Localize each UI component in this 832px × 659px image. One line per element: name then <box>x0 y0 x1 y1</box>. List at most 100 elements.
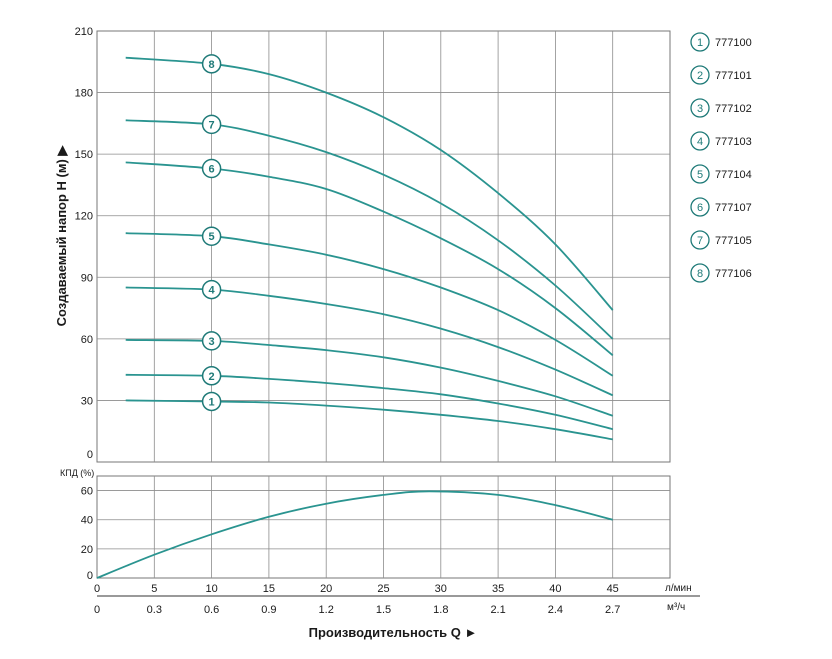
legend-item-777100: 1 777100 <box>690 32 752 52</box>
curve-badge-circle <box>201 226 222 246</box>
curve-badge-number: 7 <box>209 119 215 131</box>
curve-badge-1: 1 <box>201 391 222 412</box>
legend-badge-circle <box>690 164 710 184</box>
efficiency-curve <box>96 490 613 579</box>
head-curves <box>125 56 614 441</box>
curve-badge-circle <box>201 331 222 351</box>
x-tick-label-lpm: 0 <box>94 583 100 595</box>
efficiency-plot-grid <box>96 475 671 579</box>
legend-item-777104: 5 777104 <box>690 164 752 184</box>
x-tick-label-m3h: 0.9 <box>261 604 276 616</box>
x-tick-label-m3h: 2.1 <box>490 604 505 616</box>
curve-badge-circle <box>201 279 222 300</box>
head-curve-777105 <box>125 119 614 340</box>
head-y-tick-label: 180 <box>75 88 93 100</box>
curve-badge-number: 4 <box>209 285 216 297</box>
head-plot-grid <box>96 30 671 463</box>
curve-badge-4: 4 <box>201 279 222 300</box>
x-tick-label-m3h: 0.6 <box>204 604 219 616</box>
x-tick-label-m3h: 0.3 <box>147 604 162 616</box>
legend-badge-circle <box>690 32 710 52</box>
x-tick-label-m3h: 0 <box>94 604 100 616</box>
efficiency-y-tick-label: 0 <box>87 570 93 582</box>
curve-badge-circle <box>201 158 222 179</box>
efficiency-y-tick-label: 60 <box>81 486 93 498</box>
head-y-axis-ticks: 0 30 60 90 120 150 180 210 <box>75 26 93 461</box>
curve-badge-6: 6 <box>201 158 222 179</box>
curve-badge-number: 2 <box>209 371 215 383</box>
x-tick-label-lpm: 35 <box>492 583 504 595</box>
legend-badge-number: 7 <box>697 235 703 247</box>
curve-badge-number: 5 <box>209 231 215 243</box>
legend-label: 777101 <box>715 70 752 82</box>
curve-badge-3: 3 <box>201 331 222 351</box>
curve-badge-7: 7 <box>201 114 222 135</box>
legend-badge-circle <box>690 230 710 250</box>
x-tick-label-lpm: 45 <box>607 583 619 595</box>
head-curve-777100 <box>125 399 613 441</box>
head-y-tick-label: 120 <box>75 211 93 223</box>
unit-lpm-label: л/мин <box>665 583 692 594</box>
legend-label: 777104 <box>715 169 752 181</box>
legend-badge-number: 8 <box>697 268 703 280</box>
legend-label: 777102 <box>715 103 752 115</box>
legend-badge-circle <box>690 197 710 217</box>
x-tick-label-lpm: 5 <box>151 583 157 595</box>
curve-badge-number: 1 <box>209 396 215 408</box>
head-y-tick-label: 0 <box>87 449 93 461</box>
x-axis-title: Производительность Q ► <box>309 625 478 640</box>
legend-item-777103: 4 777103 <box>690 131 752 151</box>
legend-badge-number: 5 <box>697 169 703 181</box>
x-tick-label-m3h: 1.2 <box>319 604 334 616</box>
x-tick-label-lpm: 30 <box>435 583 447 595</box>
legend-badge-number: 6 <box>697 202 703 214</box>
curve-badge-number: 8 <box>209 59 215 71</box>
legend-item-777102: 3 777102 <box>690 98 752 118</box>
curve-badge-circle <box>201 54 222 74</box>
head-y-tick-label: 30 <box>81 395 93 407</box>
legend-badge-circle <box>690 131 710 151</box>
head-y-tick-label: 90 <box>81 272 93 284</box>
head-y-tick-label: 60 <box>81 334 93 346</box>
legend-badge-circle <box>690 98 710 118</box>
efficiency-y-tick-label: 20 <box>81 544 93 556</box>
legend-label: 777103 <box>715 136 752 148</box>
head-curve-777106 <box>125 56 614 311</box>
legend-item-777107: 6 777107 <box>690 197 752 217</box>
x-tick-label-m3h: 1.8 <box>433 604 448 616</box>
curve-badge-circle <box>201 366 222 386</box>
x-tick-label-lpm: 10 <box>205 583 217 595</box>
x-tick-label-lpm: 25 <box>377 583 389 595</box>
head-y-tick-label: 210 <box>75 26 93 38</box>
efficiency-axis-title: КПД (%) <box>60 468 94 478</box>
legend-badge-number: 4 <box>697 136 703 148</box>
head-curve-777107 <box>125 161 614 356</box>
legend-item-777101: 2 777101 <box>690 65 752 85</box>
legend: 1 777100 2 777101 3 777102 4 777103 5 777104 6 7771… <box>690 32 752 283</box>
efficiency-curve-line <box>96 490 613 579</box>
legend-item-777106: 8 777106 <box>690 263 752 283</box>
head-y-tick-label: 150 <box>75 149 93 161</box>
curve-badge-5: 5 <box>201 226 222 246</box>
head-curve-777102 <box>125 339 613 417</box>
efficiency-y-axis-ticks: 0 20 40 60 <box>81 486 93 582</box>
x-axis: 0 0 5 0.3 10 0.6 15 0.9 20 1.2 25 1.5 30 1.8 35 2.1 40 2.… <box>94 583 700 616</box>
x-tick-label-lpm: 40 <box>549 583 561 595</box>
legend-label: 777105 <box>715 235 752 247</box>
legend-label: 777100 <box>715 37 752 49</box>
legend-badge-number: 2 <box>697 70 703 82</box>
curve-badge-number: 3 <box>209 336 215 348</box>
legend-item-777105: 7 777105 <box>690 230 752 250</box>
curve-badge-2: 2 <box>201 366 222 386</box>
x-tick-label-lpm: 15 <box>263 583 275 595</box>
curve-badge-circle <box>201 391 222 412</box>
x-tick-label-m3h: 1.5 <box>376 604 391 616</box>
curve-badge-number: 6 <box>209 164 215 176</box>
x-tick-label-lpm: 20 <box>320 583 332 595</box>
efficiency-y-tick-label: 40 <box>81 515 93 527</box>
legend-label: 777107 <box>715 202 752 214</box>
unit-m3h-label: м³/ч <box>667 602 685 613</box>
head-curve-badges: 1 2 3 4 5 6 7 8 <box>201 54 222 412</box>
head-y-axis-title: Создаваемый напор H (м) ▶ <box>54 145 69 327</box>
